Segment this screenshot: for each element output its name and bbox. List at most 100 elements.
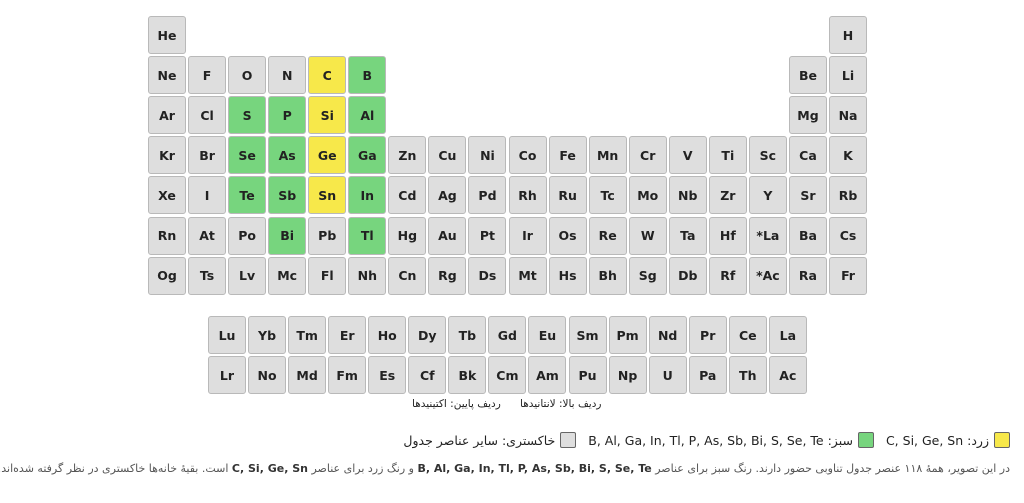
element-cell: Og <box>148 256 186 295</box>
element-cell: Cs <box>829 216 868 255</box>
element-cell: Gd <box>488 316 527 354</box>
element-cell: Ta <box>668 216 707 255</box>
element-cell: Ra <box>788 256 827 295</box>
element-cell: Sb <box>268 176 307 215</box>
element-cell: *La <box>748 216 787 255</box>
element-cell: P <box>268 96 307 135</box>
element-cell: He <box>148 16 186 54</box>
element-cell: Cf <box>408 356 447 394</box>
note-top: ردیف بالا: لانتانیدها <box>520 398 602 410</box>
element-cell: Dy <box>408 316 447 354</box>
element-cell: Hf <box>708 216 747 255</box>
element-cell: Sn <box>308 176 347 215</box>
element-cell: Pa <box>688 356 727 394</box>
element-cell: Db <box>668 256 707 295</box>
element-cell: Ru <box>548 176 587 215</box>
element-cell: Hs <box>548 256 587 295</box>
element-cell: Y <box>748 176 787 215</box>
element-cell: Am <box>528 356 567 394</box>
element-cell: Sr <box>788 176 827 215</box>
element-cell: Ds <box>468 256 507 295</box>
element-cell: Mn <box>588 136 627 175</box>
element-cell: C <box>308 56 347 95</box>
element-cell: Es <box>368 356 407 394</box>
element-cell: Bh <box>588 256 627 295</box>
element-cell: Yb <box>248 316 287 354</box>
element-cell: Ir <box>508 216 547 255</box>
element-cell: Hg <box>388 216 427 255</box>
element-cell: Xe <box>148 176 186 215</box>
element-cell: Er <box>328 316 367 354</box>
element-cell: Ge <box>308 136 347 175</box>
element-cell: Os <box>548 216 587 255</box>
element-cell: Zr <box>708 176 747 215</box>
element-cell: Zn <box>388 136 427 175</box>
element-cell: Pr <box>688 316 727 354</box>
element-cell: Th <box>728 356 767 394</box>
element-cell: Te <box>228 176 267 215</box>
element-cell: Pu <box>568 356 607 394</box>
element-cell: Tl <box>348 216 387 255</box>
element-cell: Cl <box>188 96 227 135</box>
element-cell: No <box>248 356 287 394</box>
element-cell: Np <box>608 356 647 394</box>
element-cell: Ho <box>368 316 407 354</box>
element-cell: O <box>228 56 267 95</box>
element-cell: Kr <box>148 136 186 175</box>
element-cell: H <box>829 16 868 54</box>
element-cell: Cm <box>488 356 527 394</box>
element-cell: Po <box>228 216 267 255</box>
element-cell: In <box>348 176 387 215</box>
legend-swatch <box>994 432 1010 448</box>
element-cell: Rf <box>708 256 747 295</box>
element-cell: Nd <box>648 316 687 354</box>
element-cell: V <box>668 136 707 175</box>
legend: زرد: C, Si, Ge, Sn سبز: B, Al, Ga, In, Tl… <box>403 432 1010 448</box>
element-cell: Mt <box>508 256 547 295</box>
element-cell: Tm <box>288 316 327 354</box>
element-cell: Sm <box>568 316 607 354</box>
element-cell: Ca <box>788 136 827 175</box>
element-cell: Co <box>508 136 547 175</box>
element-cell: Fm <box>328 356 367 394</box>
element-cell: Nh <box>348 256 387 295</box>
element-cell: Bi <box>268 216 307 255</box>
element-cell: At <box>188 216 227 255</box>
element-cell: Md <box>288 356 327 394</box>
element-cell: Mg <box>788 96 827 135</box>
element-cell: Fr <box>829 256 868 295</box>
element-cell: Lr <box>208 356 246 394</box>
element-cell: I <box>188 176 227 215</box>
element-cell: Cr <box>628 136 667 175</box>
element-cell: Pm <box>608 316 647 354</box>
legend-item: خاکستری: سایر عناصر جدول <box>403 432 577 448</box>
element-cell: Pd <box>468 176 507 215</box>
element-cell: K <box>829 136 868 175</box>
legend-item: زرد: C, Si, Ge, Sn <box>886 432 1010 448</box>
description-text: B, Al, Ga, In, Tl, P, As, Sb, Bi, S, Se,… <box>417 462 652 475</box>
description: در این تصویر، همهٔ ۱۱۸ عنصر جدول تناوبی … <box>0 462 1010 475</box>
element-cell: Cn <box>388 256 427 295</box>
element-cell: Pb <box>308 216 347 255</box>
element-cell: Rn <box>148 216 186 255</box>
element-cell: Cu <box>428 136 467 175</box>
element-cell: Nb <box>668 176 707 215</box>
element-cell: Rh <box>508 176 547 215</box>
element-cell: Fe <box>548 136 587 175</box>
element-cell: Au <box>428 216 467 255</box>
element-cell: Re <box>588 216 627 255</box>
element-cell: Sg <box>628 256 667 295</box>
element-cell: S <box>228 96 267 135</box>
legend-swatch <box>857 432 874 448</box>
element-cell: Fl <box>308 256 347 295</box>
element-cell: Bk <box>448 356 487 394</box>
element-cell: W <box>628 216 667 255</box>
description-text: و رنگ زرد برای عناصر <box>307 462 418 475</box>
legend-swatch <box>560 432 577 448</box>
element-cell: Ga <box>348 136 387 175</box>
element-cell: Na <box>829 96 868 135</box>
element-cell: Mo <box>628 176 667 215</box>
element-cell: N <box>268 56 307 95</box>
element-cell: Br <box>188 136 227 175</box>
element-cell: Ac <box>768 356 807 394</box>
